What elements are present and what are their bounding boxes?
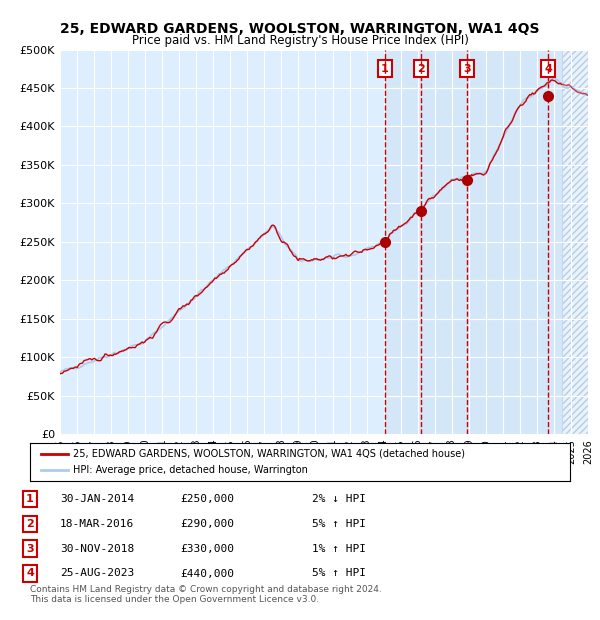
Text: 2: 2 [26,519,34,529]
Text: 18-MAR-2016: 18-MAR-2016 [60,519,134,529]
Text: 2: 2 [418,64,425,74]
Text: £250,000: £250,000 [180,494,234,504]
Text: 4: 4 [26,569,34,578]
Text: 30-NOV-2018: 30-NOV-2018 [60,544,134,554]
Text: 3: 3 [26,544,34,554]
Text: Contains HM Land Registry data © Crown copyright and database right 2024.
This d: Contains HM Land Registry data © Crown c… [30,585,382,604]
Text: 1: 1 [381,64,389,74]
Text: £440,000: £440,000 [180,569,234,578]
Text: 25, EDWARD GARDENS, WOOLSTON, WARRINGTON, WA1 4QS (detached house): 25, EDWARD GARDENS, WOOLSTON, WARRINGTON… [73,449,465,459]
Text: 5% ↑ HPI: 5% ↑ HPI [312,569,366,578]
Text: 4: 4 [544,64,552,74]
Text: 1% ↑ HPI: 1% ↑ HPI [312,544,366,554]
Text: HPI: Average price, detached house, Warrington: HPI: Average price, detached house, Warr… [73,465,308,475]
Text: 2% ↓ HPI: 2% ↓ HPI [312,494,366,504]
Bar [385,50,562,434]
Text: 1: 1 [26,494,34,504]
Text: 25, EDWARD GARDENS, WOOLSTON, WARRINGTON, WA1 4QS: 25, EDWARD GARDENS, WOOLSTON, WARRINGTON… [60,22,540,36]
Text: 25-AUG-2023: 25-AUG-2023 [60,569,134,578]
Text: Price paid vs. HM Land Registry's House Price Index (HPI): Price paid vs. HM Land Registry's House … [131,34,469,47]
Text: £290,000: £290,000 [180,519,234,529]
Text: 5% ↑ HPI: 5% ↑ HPI [312,519,366,529]
Text: 30-JAN-2014: 30-JAN-2014 [60,494,134,504]
Text: £330,000: £330,000 [180,544,234,554]
Text: 3: 3 [463,64,471,74]
